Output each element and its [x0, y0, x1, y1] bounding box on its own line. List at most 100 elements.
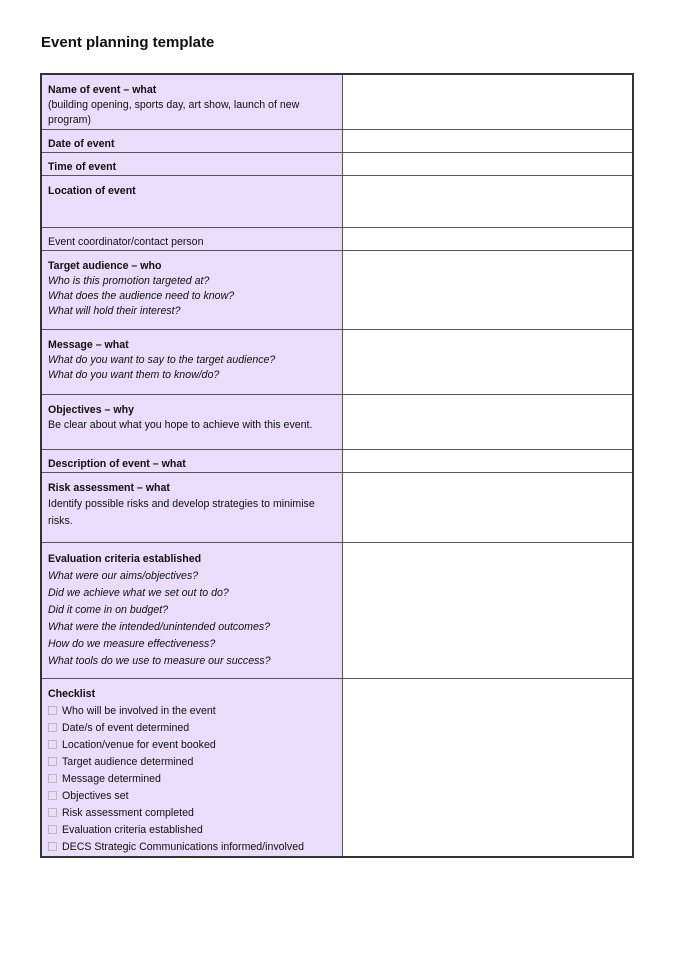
checklist-item[interactable]: Target audience determined — [48, 754, 336, 771]
checklist-item[interactable]: Objectives set — [48, 788, 336, 805]
line-text: Identify possible risks and develop stra… — [48, 498, 315, 527]
field-description: Did we achieve what we set out to do? — [48, 585, 336, 602]
field-heading: Description of event – what — [48, 458, 186, 470]
field-label-cell: Location of event — [40, 175, 343, 228]
field-input-cell[interactable] — [342, 329, 634, 395]
page-title: Event planning template — [41, 34, 215, 51]
field-input-cell[interactable] — [342, 394, 634, 450]
line-text: Evaluation criteria established — [62, 824, 203, 836]
field-heading: Evaluation criteria established — [48, 553, 202, 565]
checklist-item[interactable]: Message determined — [48, 771, 336, 788]
line-text: Location/venue for event booked — [62, 739, 216, 751]
event-planning-table: Name of event – what (building opening, s… — [40, 73, 634, 858]
line-text: What tools do we use to measure our succ… — [48, 655, 271, 667]
field-description: What does the audience need to know? — [48, 289, 336, 304]
field-heading: Objectives – why — [48, 404, 134, 416]
field-input-cell[interactable] — [342, 73, 634, 130]
table-row: Risk assessment – what Identify possible … — [40, 472, 634, 543]
field-label-cell: Date of event — [40, 129, 343, 153]
field-description: What will hold their interest? — [48, 304, 336, 319]
line-text: Who is this promotion targeted at? — [48, 275, 210, 287]
field-label-cell: Message – what What do you want to say to… — [40, 329, 343, 395]
field-heading: Time of event — [48, 161, 117, 173]
checklist-item[interactable]: Evaluation criteria established — [48, 822, 336, 839]
field-heading: Checklist — [48, 688, 96, 700]
table-row: Name of event – what (building opening, s… — [40, 73, 634, 130]
checkbox-icon[interactable] — [48, 740, 57, 749]
field-input-cell[interactable] — [342, 227, 634, 251]
field-label-cell: Objectives – why Be clear about what you … — [40, 394, 343, 450]
checklist-item[interactable]: Date/s of event determined — [48, 720, 336, 737]
field-heading: Name of event – what — [48, 84, 157, 96]
field-description: (building opening, sports day, art show,… — [48, 98, 336, 128]
field-description: Be clear about what you hope to achieve … — [48, 418, 336, 433]
field-label-cell: Checklist Who will be involved in the eve… — [40, 678, 343, 858]
line-text: Event coordinator/contact person — [48, 236, 204, 248]
field-input-cell[interactable] — [342, 542, 634, 679]
table-row: Event coordinator/contact person — [40, 227, 634, 251]
field-description: Who is this promotion targeted at? — [48, 274, 336, 289]
line-text: Target audience determined — [62, 756, 194, 768]
field-heading: Target audience – who — [48, 260, 162, 272]
field-label-cell: Target audience – who Who is this promoti… — [40, 250, 343, 330]
field-description: How do we measure effectiveness? — [48, 636, 336, 653]
field-heading: Risk assessment – what — [48, 482, 170, 494]
line-text: What do you want them to know/do? — [48, 369, 220, 381]
field-heading: Location of event — [48, 185, 136, 197]
checklist-item[interactable]: Risk assessment completed — [48, 805, 336, 822]
checkbox-icon[interactable] — [48, 774, 57, 783]
checklist-item[interactable]: DECS Strategic Communications informed/i… — [48, 839, 336, 856]
line-text: How do we measure effectiveness? — [48, 638, 216, 650]
field-input-cell[interactable] — [342, 129, 634, 153]
line-text: Message determined — [62, 773, 161, 785]
line-text: Did it come in on budget? — [48, 604, 169, 616]
checkbox-icon[interactable] — [48, 757, 57, 766]
checklist-item[interactable]: Location/venue for event booked — [48, 737, 336, 754]
table-row: Evaluation criteria established What were… — [40, 542, 634, 679]
field-description: Event coordinator/contact person — [48, 235, 336, 250]
line-text: Who will be involved in the event — [62, 705, 216, 717]
checkbox-icon[interactable] — [48, 706, 57, 715]
line-text: What do you want to say to the target au… — [48, 354, 276, 366]
table-row: Description of event – what — [40, 449, 634, 473]
table-row: Time of event — [40, 152, 634, 176]
line-text: (building opening, sports day, art show,… — [48, 99, 300, 126]
field-label-cell: Description of event – what — [40, 449, 343, 473]
checkbox-icon[interactable] — [48, 825, 57, 834]
field-label-cell: Risk assessment – what Identify possible … — [40, 472, 343, 543]
field-label-cell: Time of event — [40, 152, 343, 176]
line-text: What will hold their interest? — [48, 305, 181, 317]
field-label-cell: Evaluation criteria established What were… — [40, 542, 343, 679]
line-text: Be clear about what you hope to achieve … — [48, 419, 313, 431]
checkbox-icon[interactable] — [48, 842, 57, 851]
field-input-cell[interactable] — [342, 449, 634, 473]
field-description: What tools do we use to measure our succ… — [48, 653, 336, 670]
field-input-cell[interactable] — [342, 250, 634, 330]
field-description: What were the intended/unintended outcom… — [48, 619, 336, 636]
line-text: Objectives set — [62, 790, 129, 802]
line-text: Did we achieve what we set out to do? — [48, 587, 229, 599]
field-description: What were our aims/objectives? — [48, 568, 336, 585]
table-row: Checklist Who will be involved in the eve… — [40, 678, 634, 858]
checklist-item[interactable]: Who will be involved in the event — [48, 703, 336, 720]
field-input-cell[interactable] — [342, 175, 634, 228]
table-row: Date of event — [40, 129, 634, 153]
line-text: What does the audience need to know? — [48, 290, 235, 302]
line-text: DECS Strategic Communications informed/i… — [62, 841, 304, 853]
field-description: Identify possible risks and develop stra… — [48, 496, 336, 530]
field-input-cell[interactable] — [342, 152, 634, 176]
table-row: Location of event — [40, 175, 634, 228]
field-input-cell[interactable] — [342, 472, 634, 543]
field-description: Did it come in on budget? — [48, 602, 336, 619]
field-label-cell: Name of event – what (building opening, s… — [40, 73, 343, 130]
field-description: What do you want them to know/do? — [48, 368, 336, 383]
line-text: What were our aims/objectives? — [48, 570, 199, 582]
checkbox-icon[interactable] — [48, 808, 57, 817]
table-row: Message – what What do you want to say to… — [40, 329, 634, 395]
field-label-cell: Event coordinator/contact person — [40, 227, 343, 251]
field-heading: Date of event — [48, 138, 115, 150]
checkbox-icon[interactable] — [48, 723, 57, 732]
table-row: Objectives – why Be clear about what you … — [40, 394, 634, 450]
field-input-cell[interactable] — [342, 678, 634, 858]
checkbox-icon[interactable] — [48, 791, 57, 800]
